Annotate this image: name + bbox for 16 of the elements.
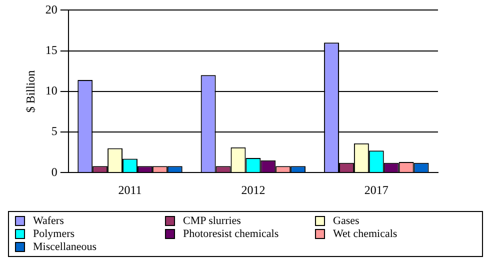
y-tick-label: 0 bbox=[51, 164, 58, 179]
legend-label: Wafers bbox=[33, 215, 64, 227]
y-tick-label: 15 bbox=[45, 42, 58, 57]
y-axis-title: $ Billion bbox=[23, 70, 38, 113]
legend-label: Photoresist chemicals bbox=[183, 228, 279, 240]
y-tick-label: 5 bbox=[51, 124, 58, 138]
legend-label: Wet chemicals bbox=[333, 228, 398, 240]
legend-label: Gases bbox=[333, 215, 360, 227]
legend-label: Polymers bbox=[33, 228, 75, 240]
legend-label: Miscellaneous bbox=[33, 241, 97, 253]
y-tick-label: 20 bbox=[45, 2, 58, 16]
x-tick-label: 2017 bbox=[364, 182, 388, 197]
legend-label: CMP slurries bbox=[183, 215, 241, 227]
x-tick-label: 2011 bbox=[118, 182, 142, 197]
x-tick-label: 2012 bbox=[241, 182, 266, 197]
y-tick-label: 10 bbox=[45, 84, 58, 98]
